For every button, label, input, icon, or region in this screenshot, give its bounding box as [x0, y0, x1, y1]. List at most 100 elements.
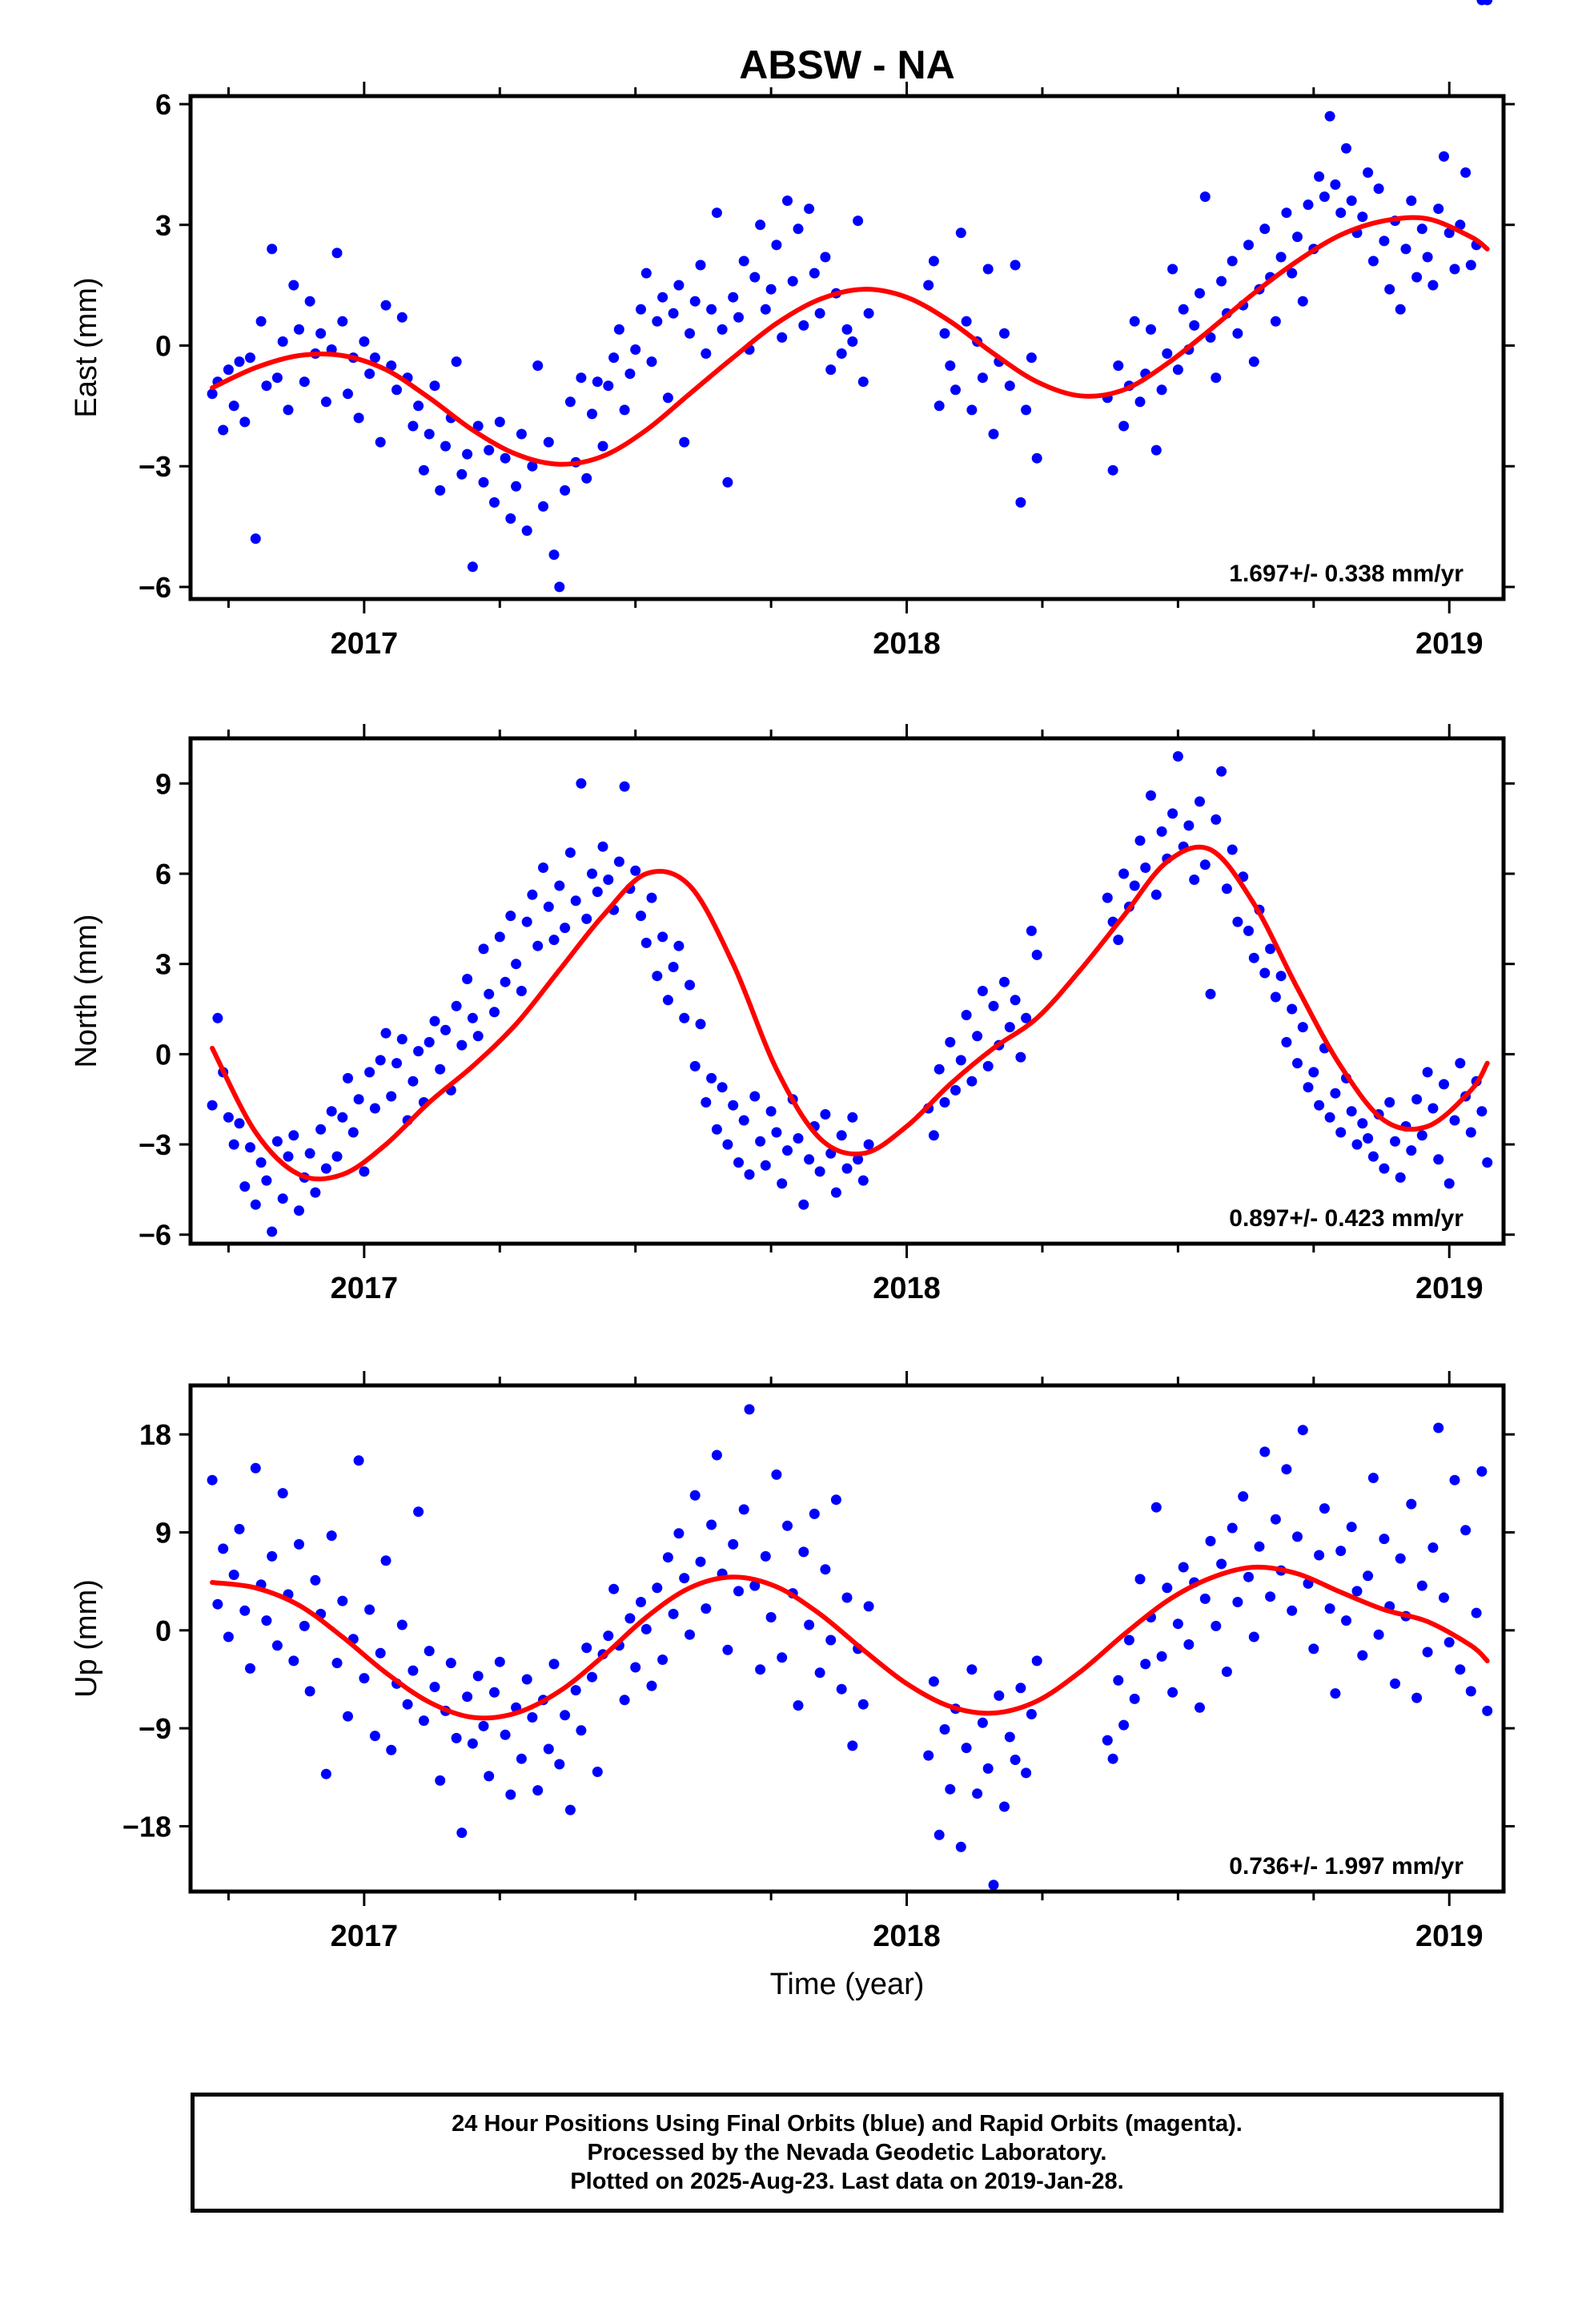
east-data-point: [1259, 223, 1271, 235]
east-data-point: [532, 360, 544, 372]
up-data-point: [1172, 1618, 1183, 1630]
east-data-point: [755, 219, 766, 231]
north-data-point: [1199, 859, 1211, 870]
east-y-axis-label: East (mm): [70, 277, 103, 417]
north-data-point: [836, 1130, 847, 1141]
east-data-point: [1427, 279, 1439, 291]
north-data-point: [636, 911, 646, 922]
east-data-point: [277, 336, 288, 347]
north-data-point: [613, 856, 624, 867]
east-data-point: [521, 525, 532, 537]
up-data-point: [988, 1880, 999, 1891]
up-data-point: [396, 1619, 408, 1630]
north-data-point: [1265, 943, 1276, 955]
east-data-point: [1281, 207, 1292, 219]
east-data-point: [1243, 239, 1254, 251]
up-data-point: [923, 1750, 934, 1761]
east-data-point: [836, 348, 847, 359]
east-data-point: [950, 384, 961, 396]
up-data-point: [1238, 1491, 1249, 1502]
east-data-point: [467, 561, 478, 573]
up-y-tick-label: −9: [139, 1712, 171, 1745]
up-plot-frame: [188, 1383, 1506, 1894]
up-data-point: [1183, 1639, 1195, 1650]
north-data-point: [1346, 1106, 1357, 1117]
east-data-point: [809, 267, 820, 279]
north-data-point: [364, 1067, 375, 1078]
north-data-point: [679, 1012, 690, 1023]
up-data-point: [820, 1564, 831, 1575]
east-data-point: [489, 497, 500, 508]
up-data-point: [424, 1646, 435, 1657]
east-data-point: [478, 476, 489, 488]
east-data-point: [1287, 267, 1298, 279]
east-data-point: [662, 392, 673, 404]
up-x-tick-label: 2019: [1415, 1920, 1484, 1953]
up-data-point: [744, 1404, 755, 1415]
up-data-point: [294, 1538, 304, 1550]
up-data-point: [630, 1662, 641, 1673]
north-data-point: [320, 1163, 331, 1174]
north-data-point: [261, 1175, 272, 1186]
north-data-point: [250, 1199, 261, 1210]
up-data-point: [1411, 1692, 1423, 1703]
north-data-point: [1227, 844, 1238, 855]
east-data-point: [613, 324, 624, 335]
up-x-tick-label: 2018: [873, 1920, 941, 1953]
north-data-point: [271, 1136, 283, 1147]
east-data-point: [1146, 324, 1156, 335]
up-data-point: [814, 1667, 825, 1679]
east-data-point: [1384, 283, 1395, 295]
up-data-point: [722, 1644, 733, 1655]
up-data-point: [212, 1598, 223, 1610]
east-data-point: [1319, 191, 1330, 203]
up-data-point: [326, 1530, 337, 1542]
east-x-tick-label: 2018: [873, 627, 941, 661]
east-data-point: [619, 404, 630, 416]
up-data-point: [554, 1759, 565, 1770]
up-data-point: [999, 1801, 1010, 1812]
up-data-point: [793, 1700, 804, 1711]
north-data-point: [1026, 925, 1037, 936]
north-data-point: [505, 911, 516, 922]
north-data-point: [1015, 1051, 1026, 1063]
north-data-point: [391, 1058, 402, 1069]
east-x-tick-label: 2017: [331, 627, 399, 661]
north-data-point: [521, 916, 532, 927]
up-data-point: [1443, 1637, 1455, 1648]
east-data-point: [337, 316, 348, 327]
east-data-point: [304, 296, 315, 307]
up-data-point: [1026, 1709, 1037, 1719]
east-data-point: [1010, 259, 1021, 271]
east-data-point: [847, 336, 858, 347]
north-data-point: [347, 1127, 359, 1138]
up-data-point: [581, 1642, 592, 1654]
up-data-point: [1010, 1755, 1021, 1765]
up-data-point: [1390, 1678, 1400, 1689]
north-data-point: [695, 1019, 706, 1030]
up-data-point: [1379, 1534, 1390, 1545]
up-x-tick-label: 2017: [331, 1920, 399, 1953]
east-data-point: [320, 396, 331, 408]
up-data-point: [1314, 1550, 1325, 1561]
east-data-point: [1379, 235, 1390, 247]
north-y-tick-label: 6: [155, 858, 171, 891]
east-data-point: [494, 416, 505, 428]
north-data-point: [1156, 826, 1167, 837]
north-data-point: [597, 841, 608, 852]
east-x-tick-label: 2019: [1415, 627, 1484, 661]
up-data-point: [386, 1744, 397, 1755]
up-data-point: [1150, 1502, 1162, 1513]
up-data-point: [489, 1687, 500, 1698]
east-data-point: [239, 416, 251, 428]
east-data-point: [1189, 320, 1200, 331]
up-data-point: [435, 1775, 446, 1786]
up-data-point: [836, 1683, 847, 1695]
north-data-point: [999, 976, 1010, 987]
east-data-point: [853, 215, 864, 227]
up-data-point: [1460, 1525, 1472, 1536]
east-data-point: [1357, 211, 1368, 223]
north-data-point: [728, 1100, 739, 1111]
east-data-point: [1004, 380, 1015, 392]
north-data-point: [760, 1160, 771, 1171]
